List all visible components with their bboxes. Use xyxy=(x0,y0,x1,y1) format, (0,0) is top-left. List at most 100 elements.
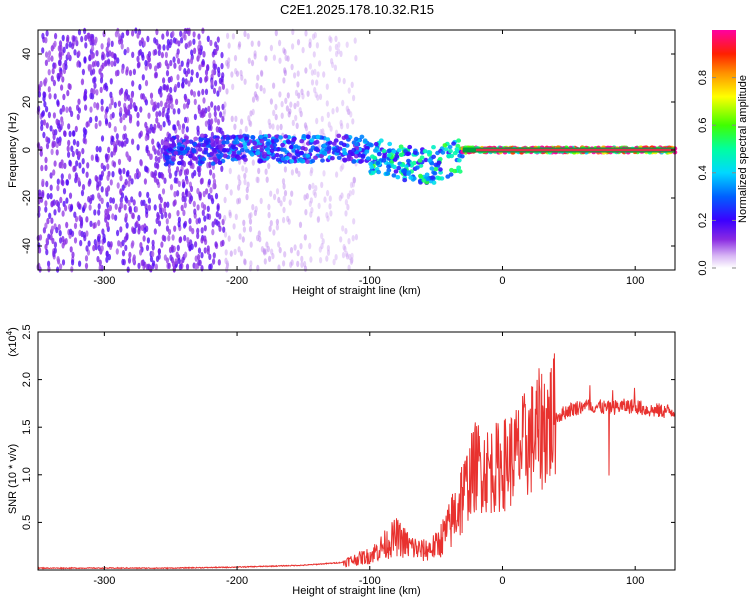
heatmap-cell xyxy=(115,133,119,140)
heatmap-cell xyxy=(50,217,54,224)
heatmap-cell xyxy=(282,216,286,224)
heatmap-cell xyxy=(143,178,147,185)
heatmap-cell xyxy=(147,112,151,119)
heatmap-cell xyxy=(164,155,170,160)
heatmap-cell xyxy=(84,88,88,96)
heatmap-cell xyxy=(241,165,245,172)
heatmap-cell xyxy=(89,116,93,124)
heatmap-cell xyxy=(68,173,72,180)
heatmap-cell xyxy=(146,191,150,199)
heatmap-cell xyxy=(199,77,203,84)
heatmap-cell xyxy=(223,196,227,204)
heatmap-cell xyxy=(357,153,363,158)
heatmap-cell xyxy=(308,200,312,207)
heatmap-cell xyxy=(351,181,355,188)
heatmap-cell xyxy=(271,252,275,260)
heatmap-cell xyxy=(157,156,161,164)
heatmap-cell xyxy=(392,157,398,162)
y-tick-label: -20 xyxy=(21,190,33,206)
heatmap-cell xyxy=(402,177,408,183)
heatmap-cell xyxy=(351,159,357,164)
heatmap-cell xyxy=(107,146,111,153)
heatmap-cell xyxy=(255,93,259,101)
heatmap-cell xyxy=(77,107,81,114)
heatmap-cell xyxy=(155,117,159,124)
heatmap-cell xyxy=(227,42,231,49)
heatmap-cell xyxy=(193,113,197,121)
heatmap-cell xyxy=(153,204,157,211)
heatmap-cell xyxy=(335,171,339,178)
heatmap-cell xyxy=(422,149,428,154)
heatmap-cell xyxy=(118,38,122,45)
heatmap-cell xyxy=(77,29,82,36)
heatmap-cell xyxy=(329,36,333,44)
heatmap-cell xyxy=(352,177,357,184)
heatmap-cell xyxy=(209,187,213,194)
heatmap-cell xyxy=(350,151,356,157)
heatmap-cell xyxy=(340,192,344,199)
heatmap-cell xyxy=(353,136,359,142)
heatmap-cell xyxy=(53,241,58,248)
heatmap-cell xyxy=(62,188,67,195)
heatmap-cell xyxy=(105,256,109,263)
heatmap-cell xyxy=(179,146,185,151)
heatmap-cell xyxy=(243,259,247,266)
heatmap-cell xyxy=(269,44,273,52)
heatmap-cell xyxy=(270,248,274,255)
heatmap-cell xyxy=(347,108,351,116)
heatmap-cell xyxy=(199,133,205,138)
heatmap-cell xyxy=(262,87,266,94)
heatmap-cell xyxy=(225,59,229,67)
heatmap-cell xyxy=(180,60,184,67)
heatmap-cell xyxy=(230,71,234,78)
heatmap-cell xyxy=(116,182,120,189)
heatmap-cell xyxy=(81,68,85,76)
heatmap-cell xyxy=(173,62,177,69)
heatmap-cell xyxy=(84,104,88,111)
heatmap-cell xyxy=(69,204,74,212)
heatmap-cell xyxy=(223,153,228,159)
heatmap-cell xyxy=(320,242,324,250)
heatmap-cell xyxy=(351,147,357,153)
heatmap-cell xyxy=(246,33,250,40)
heatmap-cell xyxy=(336,48,341,55)
heatmap-cell xyxy=(122,113,126,121)
heatmap-cell xyxy=(159,85,163,93)
heatmap-cell xyxy=(185,263,190,270)
heatmap-cell xyxy=(49,172,53,179)
heatmap-cell xyxy=(41,191,45,199)
heatmap-cell xyxy=(330,58,334,65)
heatmap-cell xyxy=(345,105,349,112)
heatmap-cell xyxy=(237,197,242,204)
heatmap-cell xyxy=(294,114,298,122)
heatmap-cell xyxy=(456,158,462,163)
heatmap-cell xyxy=(40,124,44,131)
heatmap-cell xyxy=(161,234,165,241)
heatmap-cell xyxy=(298,157,304,163)
heatmap-cell xyxy=(101,62,105,69)
heatmap-cell xyxy=(66,36,70,44)
heatmap-cell xyxy=(68,130,72,138)
heatmap-cell xyxy=(178,263,182,271)
heatmap-cell xyxy=(386,148,392,154)
heatmap-cell xyxy=(147,204,151,211)
heatmap-cell xyxy=(215,219,219,226)
heatmap-cell xyxy=(66,51,71,59)
heatmap-cell xyxy=(104,153,108,160)
heatmap-cell xyxy=(335,148,341,153)
heatmap-cell xyxy=(275,157,281,162)
heatmap-cell xyxy=(115,248,119,255)
heatmap-cell xyxy=(239,147,245,153)
heatmap-cell xyxy=(45,30,49,37)
heatmap-cell xyxy=(145,125,149,133)
heatmap-cell xyxy=(228,211,232,219)
heatmap-cell xyxy=(109,179,113,186)
heatmap-cell xyxy=(81,147,85,155)
heatmap-cell xyxy=(238,134,244,139)
heatmap-cell xyxy=(221,72,225,79)
heatmap-cell xyxy=(60,173,64,180)
heatmap-cell xyxy=(156,141,160,148)
heatmap-cell xyxy=(112,140,117,148)
heatmap-cell xyxy=(89,220,93,227)
heatmap-cell xyxy=(138,83,142,91)
